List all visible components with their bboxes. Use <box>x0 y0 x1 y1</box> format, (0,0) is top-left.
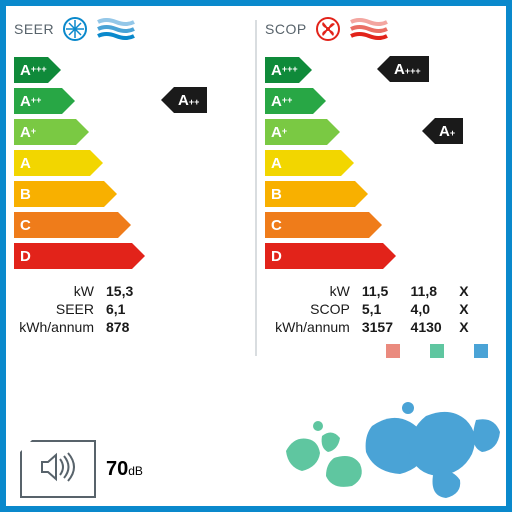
class-bar-label: D <box>20 248 31 265</box>
speaker-icon <box>38 450 78 489</box>
class-bar-label: C <box>20 217 31 234</box>
spec-label: kW <box>14 282 96 300</box>
class-row: A++ <box>265 87 498 115</box>
spec-value: 11,8 <box>401 282 450 300</box>
class-row: B <box>14 180 247 208</box>
spec-label: kWh/annum <box>14 318 96 336</box>
scop-climate-swatches <box>265 344 498 358</box>
spec-label: kWh/annum <box>265 318 352 336</box>
class-bar: D <box>265 243 383 269</box>
class-bar-label: A <box>20 155 31 172</box>
noise-panel: 70dB <box>20 440 143 498</box>
energy-label-frame: SEER <box>0 0 512 512</box>
class-bar-label: A <box>271 155 282 172</box>
seer-class-bars: A+++ A++ A+ ABCD A++ <box>14 56 247 270</box>
class-bar: A+++ <box>14 57 48 83</box>
rating-pointer: A+++ <box>390 56 429 82</box>
rating-pointer: A++ <box>174 87 207 113</box>
seer-title: SEER <box>14 21 54 37</box>
scop-title: SCOP <box>265 21 307 37</box>
spec-value: 4,0 <box>401 300 450 318</box>
class-bar-label: A+ <box>20 124 36 141</box>
class-bar: A++ <box>14 88 62 114</box>
class-bar: A+ <box>265 119 327 145</box>
class-bar: B <box>265 181 355 207</box>
class-bar-label: A+ <box>271 124 287 141</box>
scop-header: SCOP <box>265 12 498 46</box>
class-row: D <box>14 242 247 270</box>
scop-class-bars: A+++ A++ A+ ABCD A+++ A+ <box>265 56 498 270</box>
class-bar: C <box>14 212 118 238</box>
class-row: C <box>265 211 498 239</box>
snowflake-icon <box>62 16 88 42</box>
noise-value: 70dB <box>106 458 143 481</box>
seer-specs: kW15,3SEER6,1kWh/annum878 <box>14 282 247 336</box>
class-bar-label: C <box>271 217 282 234</box>
class-bar: A <box>14 150 90 176</box>
class-row: A+ <box>14 118 247 146</box>
spec-value: 6,1 <box>96 300 247 318</box>
climate-swatch <box>474 344 488 358</box>
class-bar-label: A++ <box>20 93 41 110</box>
spec-value: 11,5 <box>352 282 401 300</box>
spec-label: SCOP <box>265 300 352 318</box>
class-bar: B <box>14 181 104 207</box>
class-row: C <box>14 211 247 239</box>
class-bar-label: A++ <box>271 93 292 110</box>
spec-value: X <box>449 318 498 336</box>
spec-value: 4130 <box>401 318 450 336</box>
class-row: A++ <box>14 87 247 115</box>
spec-value: 3157 <box>352 318 401 336</box>
spec-value: X <box>449 282 498 300</box>
class-row: A <box>265 149 498 177</box>
class-bar-label: A+++ <box>20 62 47 79</box>
heat-stream-icon <box>349 18 389 40</box>
climate-swatch <box>386 344 400 358</box>
rating-pointer: A+ <box>435 118 463 144</box>
class-bar: A++ <box>265 88 313 114</box>
class-bar: A <box>265 150 341 176</box>
scop-column: SCOP A+++ A++ A+ <box>257 6 506 506</box>
scop-specs: kW11,511,8XSCOP5,14,0XkWh/annum31574130X <box>265 282 498 358</box>
cool-stream-icon <box>96 18 136 40</box>
class-row: B <box>265 180 498 208</box>
class-bar: C <box>265 212 369 238</box>
seer-column: SEER <box>6 6 255 506</box>
spec-label: SEER <box>14 300 96 318</box>
class-bar: A+ <box>14 119 76 145</box>
class-row: D <box>265 242 498 270</box>
spec-value: 5,1 <box>352 300 401 318</box>
spec-value: 15,3 <box>96 282 247 300</box>
seer-header: SEER <box>14 12 247 46</box>
spec-label: kW <box>265 282 352 300</box>
fan-icon <box>315 16 341 42</box>
spec-value: 878 <box>96 318 247 336</box>
class-bar: D <box>14 243 132 269</box>
class-bar-label: A+++ <box>271 62 298 79</box>
class-bar-label: B <box>20 186 31 203</box>
class-bar-label: D <box>271 248 282 265</box>
spec-value: X <box>449 300 498 318</box>
climate-swatch <box>430 344 444 358</box>
class-row: A <box>14 149 247 177</box>
class-bar-label: B <box>271 186 282 203</box>
class-row: A+++ <box>14 56 247 84</box>
noise-box <box>20 440 96 498</box>
class-bar: A+++ <box>265 57 299 83</box>
